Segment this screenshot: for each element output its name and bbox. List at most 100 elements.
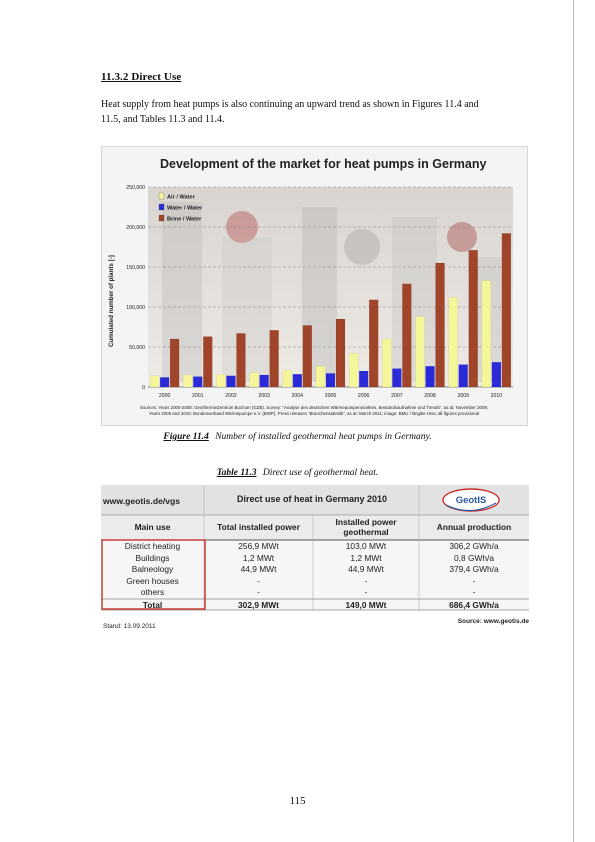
bar-air-water-2010 <box>481 280 492 388</box>
y-tick-label: 100,000 <box>126 305 145 311</box>
heat-pump-chart: Development of the market for heat pumps… <box>102 147 527 425</box>
bar-air-water-2007 <box>382 338 392 388</box>
table-cell-main-use: Green houses <box>126 575 179 586</box>
header-annual-production: Annual production <box>436 522 512 532</box>
table-cell-total-power: - <box>257 575 260 586</box>
table-source: Source: www.geotis.de <box>457 618 529 625</box>
table-title: Direct use of heat in Germany 2010 <box>236 494 388 504</box>
x-tick-label: 2008 <box>424 393 436 399</box>
x-tick-label: 2009 <box>457 393 469 399</box>
bar-brine-water-2004 <box>302 325 312 388</box>
x-tick-label: 2003 <box>258 393 270 399</box>
x-tick-label: 2005 <box>325 393 337 399</box>
x-tick-label: 2004 <box>292 393 304 399</box>
bar-brine-water-2002 <box>236 333 246 388</box>
table-cell-annual-production: - <box>472 575 476 586</box>
table-cell-annual-production: 686,4 GWh/a <box>449 600 499 610</box>
x-tick-label: 2006 <box>358 393 370 399</box>
body-paragraph: Heat supply from heat pumps is also cont… <box>101 99 479 125</box>
table-cell-main-use: others <box>140 587 165 598</box>
bar-air-water-2003 <box>249 372 259 388</box>
table-cell-main-use: Balneology <box>131 564 174 575</box>
table-cell-annual-production: - <box>472 587 476 598</box>
section-heading: 11.3.2 Direct Use <box>101 71 182 83</box>
table-cell-total-power: 1,2 MWt <box>242 552 275 563</box>
x-tick-label: 2001 <box>192 393 204 399</box>
table-caption-text: Direct use of geothermal heat. <box>262 468 379 478</box>
x-tick-label: 2002 <box>225 393 237 399</box>
legend-swatch <box>158 214 165 222</box>
table-site: www.geotis.de/vgs <box>103 496 181 506</box>
bar-air-water-2005 <box>315 366 326 388</box>
legend-swatch <box>158 203 165 211</box>
x-tick-label: 2010 <box>491 393 503 399</box>
y-tick-label: 50,000 <box>129 345 145 351</box>
bar-brine-water-2006 <box>369 299 379 388</box>
geotis-logo: GeotIS <box>442 488 500 512</box>
page-edge-rule <box>573 0 574 842</box>
page-number: 115 <box>289 795 306 807</box>
figure-caption: Figure 11.4 Number of installed geotherm… <box>0 432 595 442</box>
bar-air-water-2004 <box>282 370 292 388</box>
bar-water-water-2009 <box>458 364 468 388</box>
y-tick-label: 250,000 <box>126 185 145 191</box>
table-cell-total-power: 256,9 MWt <box>238 541 279 551</box>
table-cell-main-use: Buildings <box>135 552 170 563</box>
table-cell-main-use: District heating <box>124 541 181 551</box>
table-cell-geothermal-power: - <box>364 575 368 586</box>
table-cell-main-use: Total <box>142 600 163 610</box>
table-cell-total-power: - <box>257 587 260 598</box>
bar-water-water-2004 <box>292 374 302 388</box>
figure-caption-label: Figure 11.4 <box>163 432 209 442</box>
table-caption: Table 11.3 Direct use of geothermal heat… <box>0 468 595 478</box>
bar-brine-water-2003 <box>269 330 279 388</box>
legend-label: Brine / Water <box>167 217 202 223</box>
table-direct-use: GeotIS www.geotis.de/vgs Direct use of h… <box>101 485 529 633</box>
table-cell-geothermal-power: 1,2 MWt <box>350 552 382 563</box>
header-total-power: Total installed power <box>217 522 300 532</box>
bar-air-water-2008 <box>415 316 425 388</box>
table-cell-annual-production: 379,4 GWh/a <box>449 564 499 575</box>
bar-air-water-2000 <box>149 375 160 388</box>
logo-text: GeotIS <box>456 495 487 506</box>
table-caption-label: Table 11.3 <box>216 468 257 478</box>
highlight-box <box>101 539 206 610</box>
bar-water-water-2008 <box>425 366 435 388</box>
bar-water-water-2003 <box>259 374 269 388</box>
bar-air-water-2006 <box>349 353 359 388</box>
figure-heat-pumps: Development of the market for heat pumps… <box>101 146 528 426</box>
source-note-line1: Sources: Years 2000-2008: GeothermieZent… <box>140 405 488 410</box>
y-axis-label: Cumulated number of plants [-] <box>108 255 115 347</box>
bar-brine-water-2000 <box>169 338 180 388</box>
table-cell-annual-production: 306,2 GWh/a <box>449 541 499 551</box>
x-tick-label: 2007 <box>391 393 403 399</box>
table-graphic: GeotIS <box>101 485 529 611</box>
table-cell-geothermal-power: - <box>364 587 368 598</box>
bar-brine-water-2001 <box>203 336 213 388</box>
bar-brine-water-2010 <box>501 233 512 388</box>
legend-label: Water / Water <box>167 206 203 212</box>
y-tick-label: 0 <box>142 385 145 391</box>
table-cell-annual-production: 0,8 GWh/a <box>453 552 495 563</box>
header-geothermal-power: Installed power geothermal <box>335 517 397 537</box>
bar-air-water-2009 <box>448 297 458 388</box>
chart-title: Development of the market for heat pumps… <box>160 157 487 171</box>
bar-water-water-2005 <box>325 373 336 388</box>
bar-water-water-2000 <box>159 377 170 388</box>
table-cell-geothermal-power: 44,9 MWt <box>348 564 384 575</box>
bar-brine-water-2008 <box>435 262 445 388</box>
bar-brine-water-2009 <box>468 250 478 388</box>
figure-caption-text: Number of installed geothermal heat pump… <box>215 432 432 442</box>
table-cell-total-power: 302,9 MWt <box>238 600 279 610</box>
bar-brine-water-2007 <box>402 283 412 388</box>
y-tick-label: 150,000 <box>126 265 145 271</box>
legend-swatch <box>158 192 165 200</box>
bar-water-water-2006 <box>359 370 369 388</box>
table-cell-total-power: 44,9 MWt <box>240 564 277 575</box>
bar-water-water-2010 <box>491 362 502 388</box>
bar-water-water-2002 <box>226 375 236 388</box>
table-stand-date: Stand: 13.09.2011 <box>103 623 156 630</box>
bar-brine-water-2005 <box>335 318 346 388</box>
table-cell-geothermal-power: 103,0 MWt <box>345 541 387 551</box>
table-cell-geothermal-power: 149,0 MWt <box>345 600 387 610</box>
